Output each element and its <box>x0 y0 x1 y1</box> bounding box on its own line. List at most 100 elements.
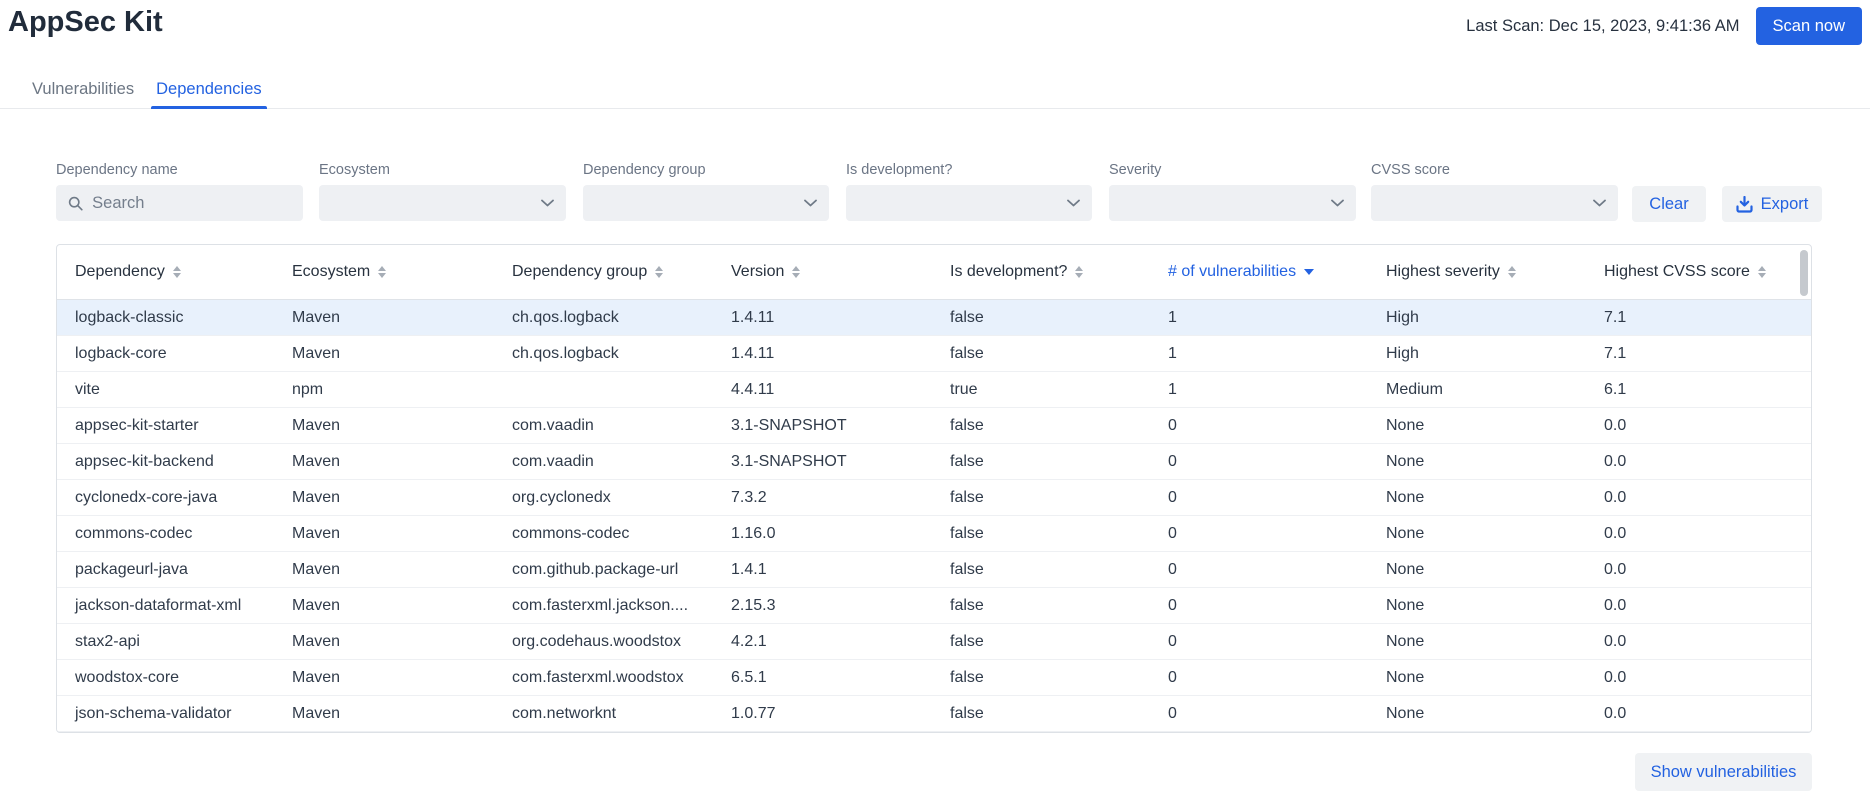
cell-cvss: 0.0 <box>1604 668 1627 686</box>
cell-is_development: false <box>950 452 984 470</box>
ecosystem-select[interactable] <box>319 185 566 221</box>
cell-severity: None <box>1386 488 1425 506</box>
cell-group: com.fasterxml.woodstox <box>512 668 684 686</box>
cell-severity: None <box>1386 668 1425 686</box>
cell-ecosystem: npm <box>292 380 324 398</box>
cell-group: com.vaadin <box>512 452 594 470</box>
tab-bar: Vulnerabilities Dependencies <box>0 70 1870 109</box>
cell-cvss: 0.0 <box>1604 488 1627 506</box>
table-body: logback-classic Maven ch.qos.logback 1.4.11… <box>57 300 1811 732</box>
show-vulnerabilities-button[interactable]: Show vulnerabilities <box>1635 753 1812 791</box>
column-header-label: Is development? <box>950 263 1068 280</box>
is-development-select[interactable] <box>846 185 1092 221</box>
cell-cvss: 0.0 <box>1604 416 1627 434</box>
dependencies-table: Dependency Ecosystem Dependency group Versi… <box>56 244 1812 733</box>
column-header-label: Dependency group <box>512 263 648 280</box>
filter-label: Severity <box>1109 162 1162 178</box>
cell-is_development: false <box>950 416 984 434</box>
filter-label: Is development? <box>846 162 953 178</box>
column-header[interactable]: Highest CVSS score <box>1586 245 1811 299</box>
filter-label: Dependency group <box>583 162 706 178</box>
table-header-row: Dependency Ecosystem Dependency group Versi… <box>57 245 1811 300</box>
cell-group: com.github.package-url <box>512 560 679 578</box>
column-header[interactable]: Dependency group <box>494 245 713 299</box>
cell-group: ch.qos.logback <box>512 308 619 326</box>
cell-dependency: stax2-api <box>75 632 140 650</box>
scan-now-button[interactable]: Scan now <box>1755 7 1862 45</box>
cell-version: 4.2.1 <box>731 632 767 650</box>
column-header[interactable]: # of vulnerabilities <box>1150 245 1368 299</box>
table-row[interactable]: woodstox-core Maven com.fasterxml.woodstox… <box>57 660 1811 696</box>
sort-icon <box>655 266 664 278</box>
table-row[interactable]: jackson-dataformat-xml Maven com.fasterxml… <box>57 588 1811 624</box>
cvss-score-select[interactable] <box>1371 185 1618 221</box>
cell-cvss: 0.0 <box>1604 596 1627 614</box>
filter-ecosystem: Ecosystem <box>319 162 566 221</box>
last-scan-label: Last Scan: Dec 15, 2023, 9:41:36 AM <box>1466 16 1740 35</box>
cell-dependency: json-schema-validator <box>75 704 232 722</box>
table-scrollbar[interactable] <box>1800 250 1808 296</box>
dependency-name-search-box <box>56 185 303 221</box>
severity-select[interactable] <box>1109 185 1356 221</box>
dependency-group-select[interactable] <box>583 185 829 221</box>
table-row[interactable]: json-schema-validator Maven com.networknt 1… <box>57 696 1811 732</box>
tab-vulnerabilities[interactable]: Vulnerabilities <box>21 70 145 108</box>
table-row[interactable]: packageurl-java Maven com.github.package-u… <box>57 552 1811 588</box>
cell-ecosystem: Maven <box>292 596 341 614</box>
cell-group <box>494 372 713 407</box>
cell-group: commons-codec <box>512 524 630 542</box>
export-button[interactable]: Export <box>1722 186 1822 222</box>
clear-button[interactable]: Clear <box>1632 186 1706 222</box>
table-row[interactable]: appsec-kit-backend Maven com.vaadin 3.1-SNA… <box>57 444 1811 480</box>
cell-version: 3.1-SNAPSHOT <box>731 452 847 470</box>
cell-vulnerabilities: 0 <box>1168 452 1177 470</box>
cell-ecosystem: Maven <box>292 668 341 686</box>
cell-ecosystem: Maven <box>292 560 341 578</box>
column-header[interactable]: Highest severity <box>1368 245 1586 299</box>
table-row[interactable]: cyclonedx-core-java Maven org.cyclonedx 7.3… <box>57 480 1811 516</box>
cell-severity: None <box>1386 524 1425 542</box>
cell-ecosystem: Maven <box>292 416 341 434</box>
search-input[interactable] <box>92 193 291 213</box>
table-row[interactable]: logback-classic Maven ch.qos.logback 1.4.11… <box>57 300 1811 336</box>
cell-group: org.cyclonedx <box>512 488 611 506</box>
cell-vulnerabilities: 0 <box>1168 596 1177 614</box>
cell-vulnerabilities: 0 <box>1168 416 1177 434</box>
cell-dependency: appsec-kit-starter <box>75 416 199 434</box>
cell-is_development: false <box>950 524 984 542</box>
cell-is_development: false <box>950 488 984 506</box>
table-row[interactable]: appsec-kit-starter Maven com.vaadin 3.1-SNA… <box>57 408 1811 444</box>
column-header[interactable]: Ecosystem <box>274 245 494 299</box>
cell-ecosystem: Maven <box>292 704 341 722</box>
cell-cvss: 0.0 <box>1604 704 1627 722</box>
cell-vulnerabilities: 0 <box>1168 704 1177 722</box>
column-header-label: Version <box>731 263 785 280</box>
tab-label: Vulnerabilities <box>32 79 135 98</box>
column-header[interactable]: Version <box>713 245 932 299</box>
cell-ecosystem: Maven <box>292 524 341 542</box>
cell-cvss: 0.0 <box>1604 632 1627 650</box>
cell-ecosystem: Maven <box>292 488 341 506</box>
cell-version: 1.4.11 <box>731 308 775 326</box>
table-row[interactable]: commons-codec Maven commons-codec 1.16.0 fal… <box>57 516 1811 552</box>
cell-cvss: 6.1 <box>1604 380 1627 398</box>
cell-severity: Medium <box>1386 380 1443 398</box>
column-header-label: # of vulnerabilities <box>1168 263 1297 280</box>
cell-is_development: false <box>950 668 984 686</box>
cell-vulnerabilities: 1 <box>1168 380 1177 398</box>
filter-label: CVSS score <box>1371 162 1450 178</box>
cell-cvss: 0.0 <box>1604 452 1627 470</box>
cell-vulnerabilities: 0 <box>1168 668 1177 686</box>
cell-severity: None <box>1386 704 1425 722</box>
tab-dependencies[interactable]: Dependencies <box>145 70 273 109</box>
cell-ecosystem: Maven <box>292 632 341 650</box>
column-header[interactable]: Dependency <box>57 245 274 299</box>
table-row[interactable]: vite npm 4.4.11 true 1 Medium 6.1 <box>57 372 1811 408</box>
cell-vulnerabilities: 0 <box>1168 632 1177 650</box>
sort-icon <box>172 266 181 278</box>
cell-dependency: jackson-dataformat-xml <box>75 596 242 614</box>
table-row[interactable]: stax2-api Maven org.codehaus.woodstox 4.2.1… <box>57 624 1811 660</box>
table-row[interactable]: logback-core Maven ch.qos.logback 1.4.11 fal… <box>57 336 1811 372</box>
sort-icon <box>1304 269 1315 275</box>
column-header[interactable]: Is development? <box>932 245 1150 299</box>
